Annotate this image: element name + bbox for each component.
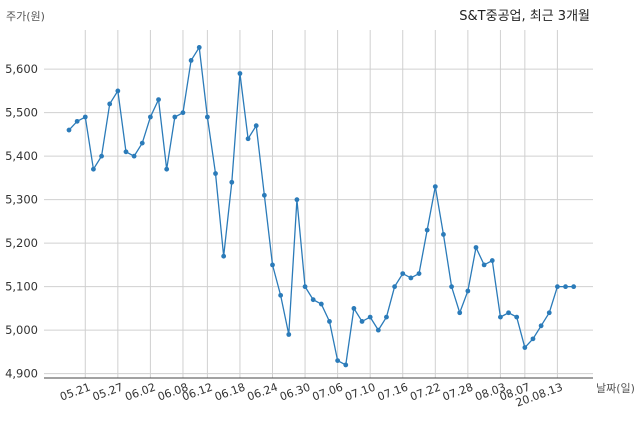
data-point [424, 227, 430, 233]
x-tick-label: 07.10 [343, 381, 377, 404]
x-tick-label: 05.21 [58, 381, 92, 404]
data-point [416, 271, 422, 276]
y-tick-label: 4,900 [5, 367, 38, 381]
data-point [367, 314, 373, 320]
data-point [245, 136, 251, 142]
price-points [66, 45, 577, 368]
data-point [261, 192, 267, 198]
data-point [115, 88, 121, 94]
data-point [286, 332, 292, 337]
data-point [506, 310, 511, 316]
x-tick-label: 06.18 [213, 381, 247, 404]
data-point [489, 258, 495, 263]
data-point [302, 284, 308, 290]
data-point [432, 184, 438, 190]
data-point [82, 114, 88, 120]
data-point [375, 327, 381, 333]
data-point [327, 319, 332, 324]
data-point [310, 297, 316, 303]
x-tick-label: 06.24 [245, 381, 279, 404]
data-point [473, 245, 479, 250]
data-point [449, 284, 454, 290]
data-point [514, 314, 520, 320]
data-point [156, 97, 161, 102]
x-tick-label: 06.02 [123, 381, 157, 404]
vertical-gridlines [84, 30, 558, 378]
x-tick-label: 07.16 [376, 381, 410, 404]
horizontal-gridlines [44, 68, 593, 375]
x-tick-label: 05.27 [91, 381, 125, 404]
x-axis-label: 날짜(일) [596, 381, 635, 395]
data-point [139, 140, 145, 146]
data-point [530, 336, 536, 342]
x-tick-labels: 05.2105.2706.0206.0806.1206.1806.2406.30… [58, 381, 564, 410]
data-point [400, 271, 406, 276]
y-tick-label: 5,600 [5, 62, 38, 76]
data-point [392, 284, 397, 290]
data-point [294, 197, 300, 203]
data-point [335, 358, 341, 363]
data-point [384, 314, 389, 320]
data-point [180, 110, 186, 116]
data-point [555, 284, 560, 290]
y-tick-labels: 4,900 5,000 5,100 5,200 5,300 5,400 5,500 5,600 [5, 62, 38, 381]
data-point [359, 319, 365, 324]
data-point [441, 232, 446, 237]
x-tick-label: 07.06 [311, 381, 345, 404]
y-tick-label: 5,100 [5, 280, 38, 294]
data-point [148, 114, 153, 120]
data-point [571, 284, 577, 290]
data-point [188, 58, 194, 63]
data-point [91, 166, 96, 172]
data-point [204, 114, 210, 120]
data-point [123, 149, 129, 155]
data-point [196, 45, 202, 50]
data-point [172, 114, 178, 120]
y-tick-label: 5,200 [5, 236, 38, 250]
price-series-line [68, 45, 574, 366]
data-point [253, 123, 259, 129]
data-point [318, 301, 324, 307]
x-tick-label: 06.30 [278, 381, 312, 404]
x-tick-label: 07.28 [441, 381, 475, 404]
data-point [229, 179, 235, 185]
data-point [563, 284, 568, 290]
data-point [351, 306, 357, 311]
data-point [66, 127, 72, 133]
y-tick-label: 5,400 [5, 149, 38, 163]
data-point [546, 310, 552, 316]
data-point [213, 171, 218, 176]
data-point [498, 314, 503, 320]
data-point [131, 153, 137, 159]
data-point [107, 101, 113, 107]
y-tick-label: 5,500 [5, 106, 38, 120]
y-tick-label: 5,000 [5, 323, 38, 337]
x-tick-label: 07.22 [408, 381, 442, 404]
data-point [221, 253, 227, 259]
data-point [538, 323, 544, 329]
data-point [457, 310, 463, 316]
data-point [465, 288, 471, 294]
data-point [343, 362, 349, 368]
data-point [481, 262, 487, 268]
data-point [74, 118, 80, 124]
data-point [278, 292, 284, 298]
chart-title: S&T중공업, 최근 3개월 [459, 9, 590, 24]
data-point [237, 71, 243, 76]
data-point [522, 345, 528, 350]
data-point [99, 153, 104, 159]
data-point [164, 166, 170, 172]
y-axis-label: 주가(원) [6, 10, 45, 23]
y-tick-label: 5,300 [5, 193, 38, 207]
data-point [408, 275, 414, 281]
data-point [270, 262, 275, 268]
